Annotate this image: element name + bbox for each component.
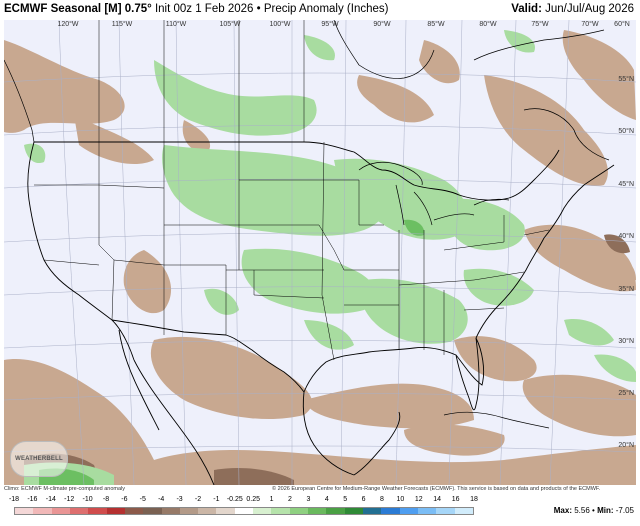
legend-swatch: [308, 508, 327, 514]
lon-label: 105°W: [219, 21, 241, 28]
legend-color-bar: [14, 507, 474, 515]
valid-value: Jun/Jul/Aug 2026: [541, 3, 634, 15]
legend-tick: 10: [396, 496, 405, 503]
legend-tick: 18: [470, 496, 478, 503]
lon-label: 90°W: [373, 21, 391, 28]
header-bar: ECMWF Seasonal [M] 0.75° Init 00z 1 Feb …: [0, 0, 640, 20]
lat-label: 45°N: [618, 181, 634, 188]
separator: •: [592, 506, 595, 515]
lon-label: 110°W: [165, 21, 187, 28]
lon-label: 75°W: [531, 21, 549, 28]
legend-swatch: [179, 508, 199, 514]
footer-notes: [0, 485, 640, 495]
lat-label: 40°N: [618, 233, 634, 240]
max-value: 5.56: [574, 506, 590, 515]
legend-swatch: [381, 508, 400, 514]
lat-label: 25°N: [618, 390, 634, 397]
legend-swatch: [234, 508, 254, 514]
legend-tick: -2: [194, 496, 202, 503]
lon-label: 70°W: [581, 21, 599, 28]
legend-tick: -0.25: [226, 496, 243, 503]
valid-period: Valid: Jun/Jul/Aug 2026: [511, 3, 634, 15]
legend-swatch: [33, 508, 52, 514]
legend-tick: -3: [176, 496, 183, 503]
legend-swatch: [15, 508, 34, 514]
legend-swatch: [326, 508, 345, 514]
color-legend: -18 -16 -14 -12 -10 -8 -6 -5 -4 -3 -2 -1 -0.25 0.25 1 2…: [0, 495, 640, 526]
max-label: Max:: [553, 506, 572, 515]
legend-tick: -16: [27, 496, 38, 503]
legend-tick: 3: [306, 496, 311, 503]
max-min-readout: Max: 5.56 • Min: -7.05: [554, 506, 634, 515]
legend-swatch: [417, 508, 437, 514]
legend-swatch: [161, 508, 180, 514]
legend-tick: 4: [324, 496, 329, 503]
legend-swatch: [362, 508, 382, 514]
legend-swatch: [436, 508, 455, 514]
lat-label: 50°N: [618, 128, 634, 135]
map-canvas: [4, 20, 636, 485]
valid-label: Valid:: [511, 3, 542, 15]
legend-tick: -12: [64, 496, 75, 503]
logo-text: WEATHERBELL: [15, 456, 63, 462]
legend-tick: 8: [380, 496, 384, 503]
lat-label: 30°N: [618, 338, 634, 345]
legend-tick: 12: [414, 496, 423, 503]
legend-tick: -18: [8, 496, 20, 503]
lon-label: 95°W: [321, 21, 339, 28]
legend-swatch: [344, 508, 363, 514]
legend-swatch: [143, 508, 162, 514]
lon-label: 115°W: [111, 21, 133, 28]
legend-swatch: [69, 508, 89, 514]
legend-ticks: -18 -16 -14 -12 -10 -8 -6 -5 -4 -3 -2 -1 -0.25 0.25 1 2…: [9, 495, 478, 507]
title-model: ECMWF Seasonal [M] 0.75°: [4, 3, 152, 15]
legend-swatch: [106, 508, 125, 514]
lon-label: 100°W: [269, 21, 291, 28]
dry-anomaly-areas: [4, 30, 636, 485]
lon-label: 80°W: [479, 21, 497, 28]
copyright-note: © 2026 European Centre for Medium-Range …: [272, 486, 601, 492]
legend-swatch: [253, 508, 272, 514]
legend-tick: 16: [451, 496, 460, 503]
legend-tick: 6: [361, 496, 366, 503]
min-label: Min:: [597, 506, 614, 515]
legend-tick: -10: [82, 496, 93, 503]
lon-label: 120°W: [57, 21, 79, 28]
legend-tick: 14: [433, 496, 442, 503]
min-value: -7.05: [615, 506, 634, 515]
lat-label: 20°N: [618, 442, 634, 449]
title-details: Init 00z 1 Feb 2026 • Precip Anomaly (In…: [151, 3, 389, 15]
legend-swatch: [88, 508, 107, 514]
legend-tick: -8: [102, 496, 110, 503]
legend-swatch: [51, 508, 70, 514]
legend-swatch: [198, 508, 217, 514]
legend-swatch: [289, 508, 308, 514]
legend-swatch: [124, 508, 144, 514]
lon-label: 85°W: [427, 21, 445, 28]
legend-tick: -1: [213, 496, 220, 503]
state-boundaries: [34, 20, 550, 361]
legend-tick: -6: [121, 496, 128, 503]
legend-swatch: [399, 508, 418, 514]
legend-tick: 0.25: [246, 496, 260, 503]
legend-tick: 1: [269, 496, 274, 503]
legend-swatch: [216, 508, 235, 514]
map-title: ECMWF Seasonal [M] 0.75° Init 00z 1 Feb …: [4, 3, 388, 15]
lon-label: 60°N: [614, 21, 630, 28]
legend-swatch: [454, 508, 473, 514]
legend-tick: -14: [45, 496, 56, 503]
lat-label: 55°N: [618, 76, 634, 83]
legend-tick: 5: [343, 496, 348, 503]
legend-tick: -5: [139, 496, 146, 503]
precip-anomaly-map[interactable]: 120°W 115°W 110°W 105°W 100°W 95°W 90°W …: [4, 20, 636, 485]
climo-note: Climo: ECMWF M-climate pre-computed anom…: [4, 486, 126, 492]
legend-tick: 2: [288, 496, 292, 503]
lat-label: 35°N: [618, 286, 634, 293]
boundaries: [4, 20, 615, 485]
weatherbell-logo: WEATHERBELL: [10, 441, 68, 477]
legend-swatch: [271, 508, 290, 514]
legend-tick: -4: [158, 496, 165, 503]
